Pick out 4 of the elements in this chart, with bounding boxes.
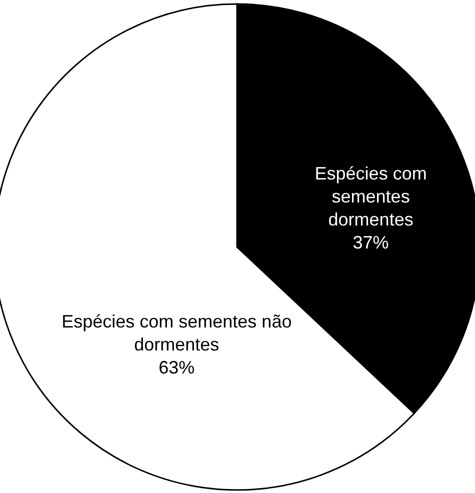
data-label: 37% xyxy=(352,232,389,252)
slice-label: Espécies com sementes não dormentes xyxy=(62,311,292,354)
data-label: 63% xyxy=(158,357,195,378)
slice-label: Espécies com sementes dormentes xyxy=(314,163,427,230)
